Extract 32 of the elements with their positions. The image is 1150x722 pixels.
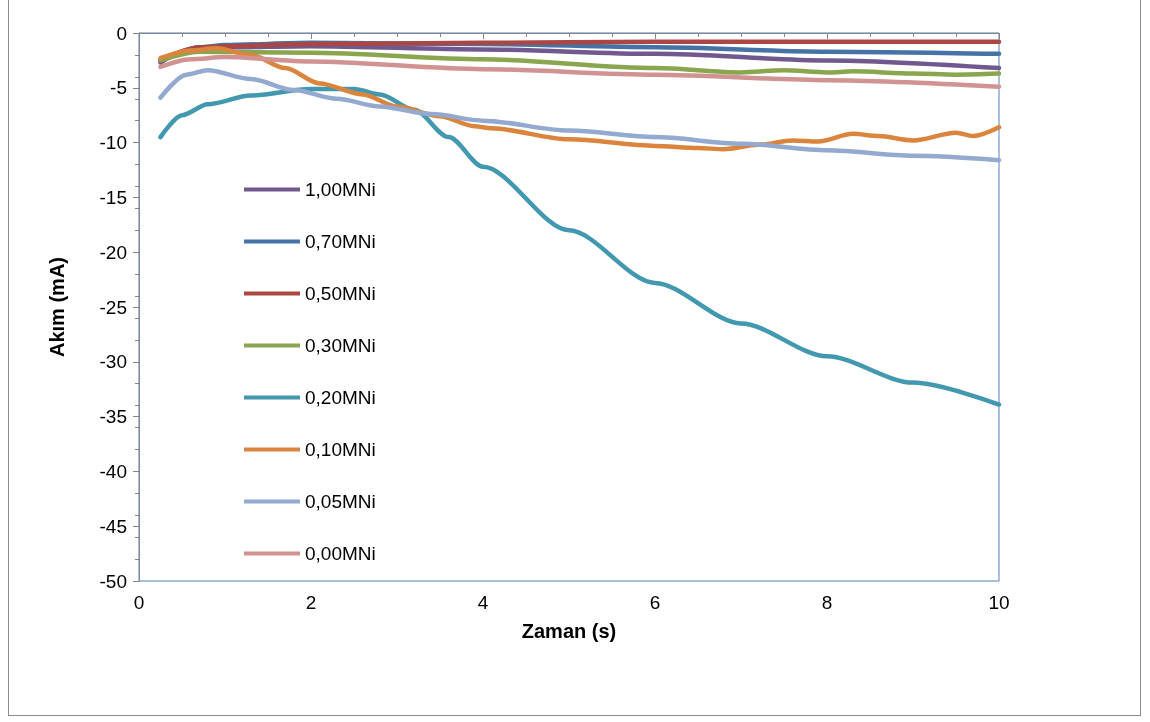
legend-label: 0,05MNi: [305, 491, 376, 512]
y-tick-label: -30: [99, 351, 127, 373]
line-series: [158, 54, 1002, 89]
y-tick-label: -15: [99, 186, 127, 208]
line-series: [158, 46, 1002, 152]
y-tick-label: -50: [99, 570, 127, 592]
y-tick-label: -20: [99, 241, 127, 263]
line-series: [158, 49, 1002, 77]
legend-label: 0,00MNi: [305, 543, 376, 564]
y-tick-label: -5: [110, 77, 127, 99]
y-tick-label: -25: [99, 296, 127, 318]
legend-label: 0,30MNi: [305, 335, 376, 356]
x-tick-label: 0: [133, 592, 145, 613]
y-tick-label: -10: [99, 132, 127, 154]
x-tick-label: 2: [305, 592, 317, 613]
x-tick-label: 10: [988, 592, 1010, 613]
y-axis-title: Akım (mA): [46, 256, 68, 358]
x-tick-label: 4: [477, 592, 489, 613]
legend-label: 1,00MNi: [305, 179, 376, 200]
y-tick-label: -45: [99, 515, 127, 537]
y-tick-label: 0: [116, 22, 127, 44]
legend-label: 0,50MNi: [305, 283, 376, 304]
legend-label: 0,10MNi: [305, 439, 376, 460]
legend-label: 0,70MNi: [305, 231, 376, 252]
legend-label: 0,20MNi: [305, 387, 376, 408]
line-series: [158, 86, 1002, 407]
y-tick-label: -40: [99, 460, 127, 482]
x-tick-label: 6: [649, 592, 661, 613]
y-tick-label: -35: [99, 406, 127, 428]
x-axis-title: Zaman (s): [521, 620, 617, 642]
line-series: [158, 68, 1002, 163]
x-tick-label: 8: [821, 592, 833, 613]
